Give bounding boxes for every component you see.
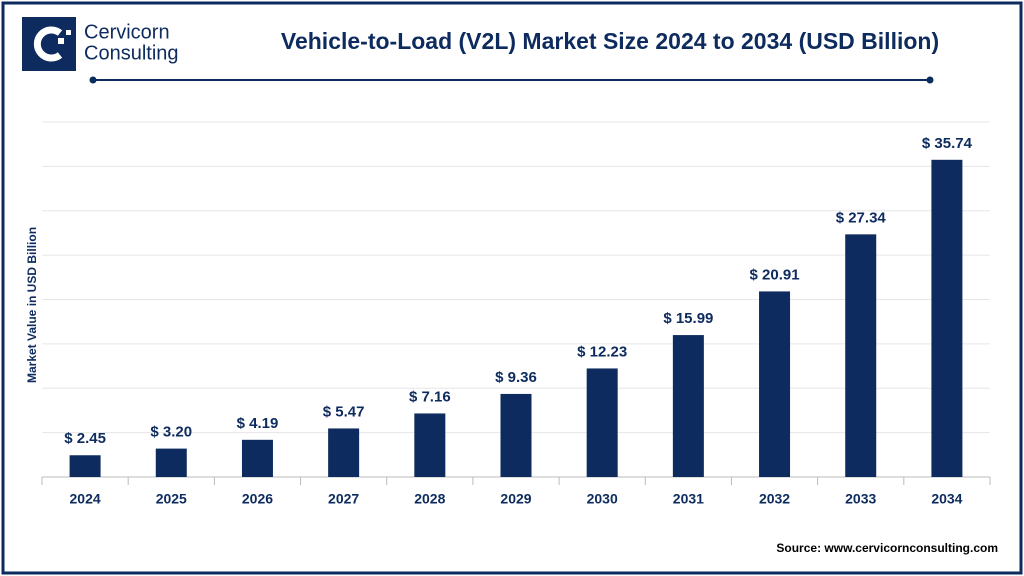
x-tick-label: 2029 <box>500 491 531 507</box>
x-tick-label: 2034 <box>931 491 962 507</box>
value-label: $ 9.36 <box>495 369 537 386</box>
x-tick-label: 2025 <box>156 491 187 507</box>
bar <box>845 234 877 477</box>
logo-c <box>33 26 63 62</box>
value-label: $ 3.20 <box>150 424 192 441</box>
value-label: $ 20.91 <box>750 266 800 283</box>
chart-title: Vehicle-to-Load (V2L) Market Size 2024 t… <box>281 28 939 54</box>
bar <box>759 291 791 477</box>
source: Source: www.cervicornconsulting.com <box>776 541 998 555</box>
rule-dot <box>89 76 97 84</box>
logo-dot <box>58 38 64 44</box>
value-label: $ 5.47 <box>323 403 365 420</box>
value-label: $ 35.74 <box>922 135 973 152</box>
bar <box>155 448 187 477</box>
bar <box>672 335 704 477</box>
rule-dot <box>926 76 934 84</box>
value-label: $ 4.19 <box>237 415 279 432</box>
value-label: $ 2.45 <box>64 430 106 447</box>
bar <box>500 393 532 477</box>
bar <box>586 368 618 477</box>
x-tick-label: 2032 <box>759 491 790 507</box>
x-tick-label: 2026 <box>242 491 273 507</box>
x-tick-label: 2031 <box>673 491 704 507</box>
logo-mark <box>22 17 76 71</box>
x-tick-label: 2033 <box>845 491 876 507</box>
value-label: $ 12.23 <box>577 343 627 360</box>
bar <box>414 413 446 477</box>
logo-text: Consulting <box>84 42 179 64</box>
value-label: $ 7.16 <box>409 388 451 405</box>
value-label: $ 15.99 <box>663 310 713 327</box>
x-tick-label: 2024 <box>70 491 101 507</box>
logo: Cervicorn Consulting <box>22 17 179 71</box>
bar <box>328 428 360 477</box>
logo-dot <box>66 30 71 35</box>
value-label: $ 27.34 <box>836 209 887 226</box>
bar <box>69 455 101 477</box>
x-tick-label: 2027 <box>328 491 359 507</box>
x-tick-label: 2030 <box>587 491 618 507</box>
bar <box>241 439 273 477</box>
logo-text: Cervicorn <box>84 21 170 43</box>
bar <box>931 159 963 477</box>
x-tick-label: 2028 <box>414 491 445 507</box>
y-axis-label: Market Value in USD Billion <box>25 227 39 383</box>
